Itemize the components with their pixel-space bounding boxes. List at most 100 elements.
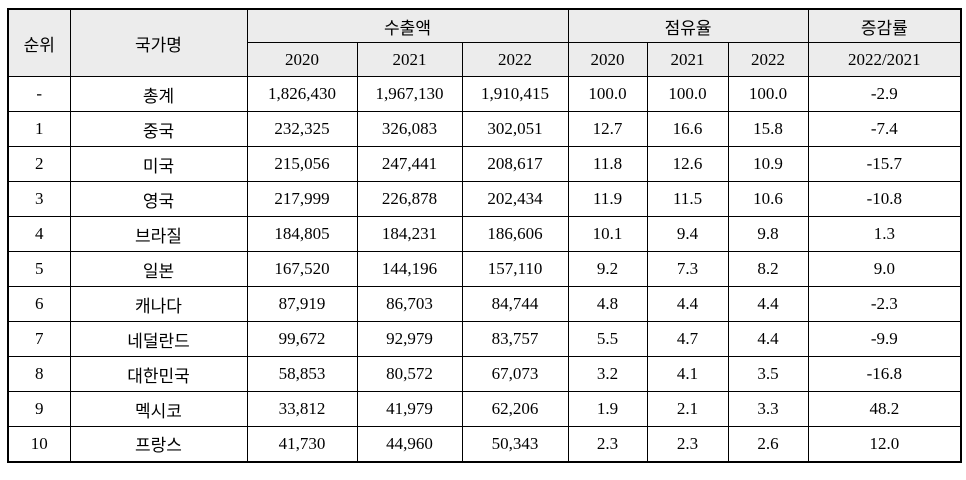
rank-cell: 1 [7,111,71,147]
change-rate-cell: -9.9 [807,321,962,357]
rank-cell: 10 [7,426,71,462]
export-2022-cell: 62,206 [461,391,569,427]
export-2021-cell: 226,878 [356,181,463,217]
export-2020-cell: 217,999 [246,181,358,217]
change-rate-cell: 9.0 [807,251,962,287]
export-2020-cell: 41,730 [246,426,358,462]
export-group-header: 수출액 [246,8,569,43]
export-2022-cell: 157,110 [461,251,569,287]
change-group-header: 증감률 [807,8,962,43]
export-2020-cell: 99,672 [246,321,358,357]
rank-cell: 2 [7,146,71,182]
export-2022-cell: 186,606 [461,216,569,252]
share-2020-cell: 100.0 [567,76,648,112]
change-rate-cell: -7.4 [807,111,962,147]
country-cell: 중국 [69,111,248,147]
change-rate-cell: 1.3 [807,216,962,252]
rank-cell: 3 [7,181,71,217]
share-2021-cell: 16.6 [646,111,729,147]
share-2022-cell: 3.3 [727,391,809,427]
change-rate-cell: 48.2 [807,391,962,427]
header-year-row: 2020 2021 2022 2020 2021 2022 2022/2021 [8,42,962,77]
change-period-header: 2022/2021 [807,42,962,77]
table-row: 5 일본 167,520 144,196 157,110 9.2 7.3 8.2 9.0 [7,251,962,287]
share-2022-cell: 10.9 [727,146,809,182]
rank-column-header: 순위 [7,8,71,77]
country-cell: 멕시코 [69,391,248,427]
share-2020-cell: 1.9 [567,391,648,427]
export-2020-cell: 167,520 [246,251,358,287]
change-rate-cell: -2.3 [807,286,962,322]
share-2021-cell: 4.1 [646,356,729,392]
country-cell: 일본 [69,251,248,287]
export-year-2020-header: 2020 [246,42,358,77]
table-header: 순위 국가명 수출액 점유율 증감률 2020 2021 2022 2020 2… [7,8,962,77]
country-column-header: 국가명 [69,8,248,77]
share-2020-cell: 9.2 [567,251,648,287]
share-2021-cell: 4.7 [646,321,729,357]
country-cell: 영국 [69,181,248,217]
export-2022-cell: 1,910,415 [461,76,569,112]
share-2022-cell: 4.4 [727,321,809,357]
change-rate-cell: 12.0 [807,426,962,462]
share-2021-cell: 7.3 [646,251,729,287]
rank-cell: 9 [7,391,71,427]
export-2021-cell: 326,083 [356,111,463,147]
export-2020-cell: 215,056 [246,146,358,182]
export-2020-cell: 87,919 [246,286,358,322]
share-year-2021-header: 2021 [646,42,729,77]
table-row: 4 브라질 184,805 184,231 186,606 10.1 9.4 9.8 1.3 [7,216,962,252]
share-2022-cell: 2.6 [727,426,809,462]
rank-cell: 5 [7,251,71,287]
export-2022-cell: 84,744 [461,286,569,322]
share-2022-cell: 4.4 [727,286,809,322]
share-2021-cell: 12.6 [646,146,729,182]
change-rate-cell: -10.8 [807,181,962,217]
table-row: 10 프랑스 41,730 44,960 50,343 2.3 2.3 2.6 12.0 [7,426,962,462]
share-2021-cell: 11.5 [646,181,729,217]
rank-cell: 4 [7,216,71,252]
share-2020-cell: 10.1 [567,216,648,252]
share-2020-cell: 4.8 [567,286,648,322]
share-2022-cell: 100.0 [727,76,809,112]
table-row: 8 대한민국 58,853 80,572 67,073 3.2 4.1 3.5 -16.8 [7,356,962,392]
share-group-header: 점유율 [567,8,809,43]
export-year-2021-header: 2021 [356,42,463,77]
share-2021-cell: 100.0 [646,76,729,112]
export-2020-cell: 232,325 [246,111,358,147]
export-2021-cell: 92,979 [356,321,463,357]
share-2022-cell: 10.6 [727,181,809,217]
header-group-row: 순위 국가명 수출액 점유율 증감률 [7,8,962,77]
share-2021-cell: 2.3 [646,426,729,462]
share-2020-cell: 12.7 [567,111,648,147]
share-2022-cell: 15.8 [727,111,809,147]
export-2022-cell: 67,073 [461,356,569,392]
table-row: 6 캐나다 87,919 86,703 84,744 4.8 4.4 4.4 -2.3 [7,286,962,322]
table-row: 1 중국 232,325 326,083 302,051 12.7 16.6 15.8 -7.4 [7,111,962,147]
table-row: 3 영국 217,999 226,878 202,434 11.9 11.5 10.6 -10.… [7,181,962,217]
export-2022-cell: 202,434 [461,181,569,217]
table-row: 9 멕시코 33,812 41,979 62,206 1.9 2.1 3.3 48.2 [7,391,962,427]
share-2021-cell: 4.4 [646,286,729,322]
country-cell: 캐나다 [69,286,248,322]
country-cell: 대한민국 [69,356,248,392]
country-cell: 브라질 [69,216,248,252]
export-2021-cell: 44,960 [356,426,463,462]
share-2020-cell: 11.9 [567,181,648,217]
share-year-2020-header: 2020 [567,42,648,77]
export-2021-cell: 1,967,130 [356,76,463,112]
country-cell: 미국 [69,146,248,182]
country-cell: 네덜란드 [69,321,248,357]
table-row: - 총계 1,826,430 1,967,130 1,910,415 100.0 100.0… [7,76,962,112]
share-2022-cell: 9.8 [727,216,809,252]
export-2022-cell: 83,757 [461,321,569,357]
share-2020-cell: 2.3 [567,426,648,462]
country-cell: 총계 [69,76,248,112]
rank-cell: 6 [7,286,71,322]
export-2022-cell: 302,051 [461,111,569,147]
export-2022-cell: 50,343 [461,426,569,462]
rank-cell: - [7,76,71,112]
rank-cell: 7 [7,321,71,357]
share-2021-cell: 2.1 [646,391,729,427]
share-2020-cell: 5.5 [567,321,648,357]
